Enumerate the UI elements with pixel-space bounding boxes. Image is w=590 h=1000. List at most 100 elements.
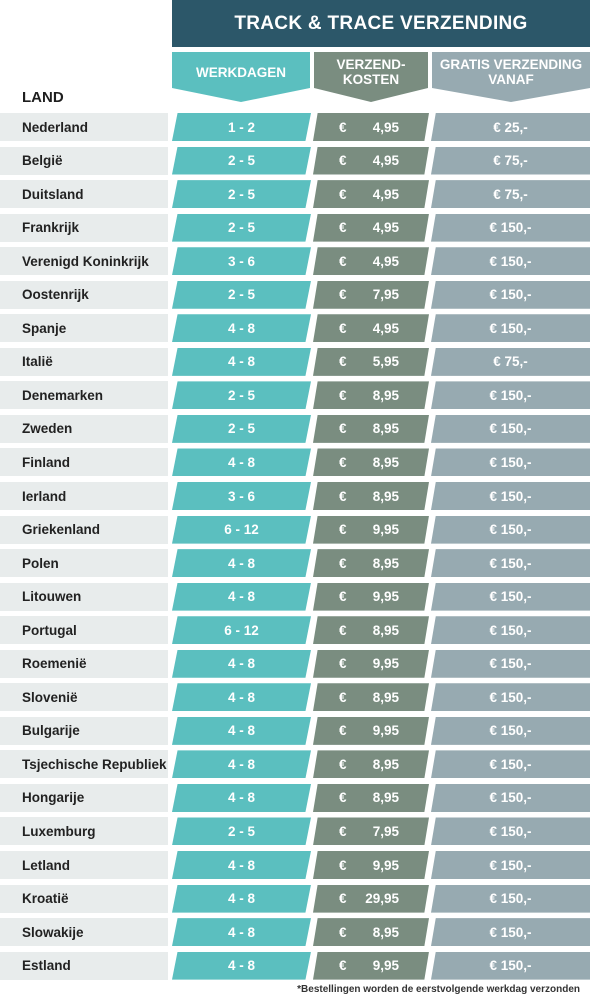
- country-cell: Portugal: [0, 616, 168, 645]
- workdays-cell: 2 - 5: [172, 146, 311, 175]
- table-row: Finland 4 - 8 €8,95 € 150,-: [0, 448, 590, 477]
- table-row: Verenigd Koninkrijk 3 - 6 €4,95 € 150,-: [0, 247, 590, 276]
- currency-symbol: €: [339, 287, 347, 303]
- free-shipping-threshold-cell: € 150,-: [431, 549, 590, 578]
- table-row: Ierland 3 - 6 €8,95 € 150,-: [0, 482, 590, 511]
- currency-symbol: €: [339, 958, 347, 974]
- table-row: Kroatië 4 - 8 €29,95 € 150,-: [0, 884, 590, 913]
- shipping-cost-cell: €4,95: [313, 180, 429, 209]
- shipping-cost-cell: €7,95: [313, 280, 429, 309]
- workdays-cell: 2 - 5: [172, 381, 311, 410]
- currency-symbol: €: [339, 454, 347, 470]
- free-shipping-threshold-cell: € 150,-: [431, 918, 590, 947]
- country-cell: Griekenland: [0, 515, 168, 544]
- free-shipping-threshold-cell: € 150,-: [431, 414, 590, 443]
- shipping-cost-cell: €5,95: [313, 347, 429, 376]
- workdays-cell: 4 - 8: [172, 649, 311, 678]
- free-shipping-threshold-cell: € 150,-: [431, 448, 590, 477]
- currency-symbol: €: [339, 622, 347, 638]
- shipping-cost-cell: €8,95: [313, 783, 429, 812]
- currency-symbol: €: [339, 723, 347, 739]
- shipping-cost-amount: 29,95: [365, 891, 399, 907]
- column-header-land: LAND: [22, 89, 64, 106]
- currency-symbol: €: [339, 891, 347, 907]
- table-row: Oostenrijk 2 - 5 €7,95 € 150,-: [0, 280, 590, 309]
- workdays-cell: 4 - 8: [172, 750, 311, 779]
- workdays-cell: 6 - 12: [172, 616, 311, 645]
- country-cell: Bulgarije: [0, 716, 168, 745]
- free-shipping-threshold-cell: € 25,-: [431, 113, 590, 141]
- shipping-cost-cell: €8,95: [313, 750, 429, 779]
- free-shipping-threshold-cell: € 150,-: [431, 951, 590, 980]
- currency-symbol: €: [339, 119, 347, 135]
- column-header-verzendkosten-label: VERZEND- KOSTEN: [336, 57, 405, 87]
- table-row: Spanje 4 - 8 €4,95 € 150,-: [0, 314, 590, 343]
- workdays-cell: 4 - 8: [172, 851, 311, 880]
- shipping-cost-cell: €4,95: [313, 247, 429, 276]
- table-row: Italië 4 - 8 €5,95 € 75,-: [0, 347, 590, 376]
- shipping-cost-amount: 8,95: [372, 790, 399, 806]
- country-cell: Verenigd Koninkrijk: [0, 247, 168, 276]
- free-shipping-threshold-cell: € 75,-: [431, 347, 590, 376]
- free-shipping-threshold-cell: € 150,-: [431, 683, 590, 712]
- shipping-cost-cell: €4,95: [313, 113, 429, 141]
- shipping-cost-cell: €8,95: [313, 683, 429, 712]
- country-cell: Polen: [0, 549, 168, 578]
- table-row: Frankrijk 2 - 5 €4,95 € 150,-: [0, 213, 590, 242]
- free-shipping-threshold-cell: € 150,-: [431, 482, 590, 511]
- shipping-cost-cell: €8,95: [313, 414, 429, 443]
- currency-symbol: €: [339, 354, 347, 370]
- workdays-cell: 2 - 5: [172, 817, 311, 846]
- shipping-cost-cell: €4,95: [313, 213, 429, 242]
- currency-symbol: €: [339, 320, 347, 336]
- shipping-cost-amount: 8,95: [372, 756, 399, 772]
- shipping-cost-cell: €8,95: [313, 381, 429, 410]
- table-title: TRACK & TRACE VERZENDING: [172, 0, 590, 47]
- country-cell: Estland: [0, 951, 168, 980]
- country-cell: Slovenië: [0, 683, 168, 712]
- country-cell: Luxemburg: [0, 817, 168, 846]
- workdays-cell: 2 - 5: [172, 414, 311, 443]
- table-row: Bulgarije 4 - 8 €9,95 € 150,-: [0, 716, 590, 745]
- table-row: Polen 4 - 8 €8,95 € 150,-: [0, 549, 590, 578]
- free-shipping-threshold-cell: € 150,-: [431, 817, 590, 846]
- column-header-verzendkosten: VERZEND- KOSTEN: [314, 52, 428, 102]
- shipping-cost-cell: €9,95: [313, 851, 429, 880]
- workdays-cell: 2 - 5: [172, 180, 311, 209]
- shipping-cost-amount: 8,95: [372, 924, 399, 940]
- workdays-cell: 4 - 8: [172, 884, 311, 913]
- shipping-cost-cell: €9,95: [313, 582, 429, 611]
- shipping-cost-cell: €9,95: [313, 515, 429, 544]
- table-row: Tsjechische Republiek 4 - 8 €8,95 € 150,-: [0, 750, 590, 779]
- workdays-cell: 4 - 8: [172, 549, 311, 578]
- shipping-cost-amount: 7,95: [372, 823, 399, 839]
- workdays-cell: 2 - 5: [172, 280, 311, 309]
- shipping-cost-amount: 8,95: [372, 421, 399, 437]
- table-row: Denemarken 2 - 5 €8,95 € 150,-: [0, 381, 590, 410]
- workdays-cell: 4 - 8: [172, 918, 311, 947]
- country-cell: Slowakije: [0, 918, 168, 947]
- country-cell: Tsjechische Republiek: [0, 750, 168, 779]
- shipping-cost-amount: 8,95: [372, 387, 399, 403]
- shipping-cost-cell: €8,95: [313, 616, 429, 645]
- free-shipping-threshold-cell: € 150,-: [431, 582, 590, 611]
- free-shipping-threshold-cell: € 150,-: [431, 649, 590, 678]
- currency-symbol: €: [339, 790, 347, 806]
- country-cell: Oostenrijk: [0, 280, 168, 309]
- shipping-cost-amount: 4,95: [372, 153, 399, 169]
- shipping-cost-cell: €8,95: [313, 482, 429, 511]
- shipping-cost-cell: €29,95: [313, 884, 429, 913]
- column-header-gratis-verzending-line1: GRATIS VERZENDING: [439, 57, 583, 72]
- free-shipping-threshold-cell: € 150,-: [431, 783, 590, 812]
- country-cell: Zweden: [0, 414, 168, 443]
- workdays-cell: 1 - 2: [172, 113, 311, 141]
- workdays-cell: 6 - 12: [172, 515, 311, 544]
- workdays-cell: 4 - 8: [172, 582, 311, 611]
- country-cell: Hongarije: [0, 783, 168, 812]
- workdays-cell: 4 - 8: [172, 683, 311, 712]
- shipping-cost-amount: 4,95: [372, 320, 399, 336]
- currency-symbol: €: [339, 220, 347, 236]
- table-row: Roemenië 4 - 8 €9,95 € 150,-: [0, 649, 590, 678]
- table-row: Litouwen 4 - 8 €9,95 € 150,-: [0, 582, 590, 611]
- table-row: Letland 4 - 8 €9,95 € 150,-: [0, 851, 590, 880]
